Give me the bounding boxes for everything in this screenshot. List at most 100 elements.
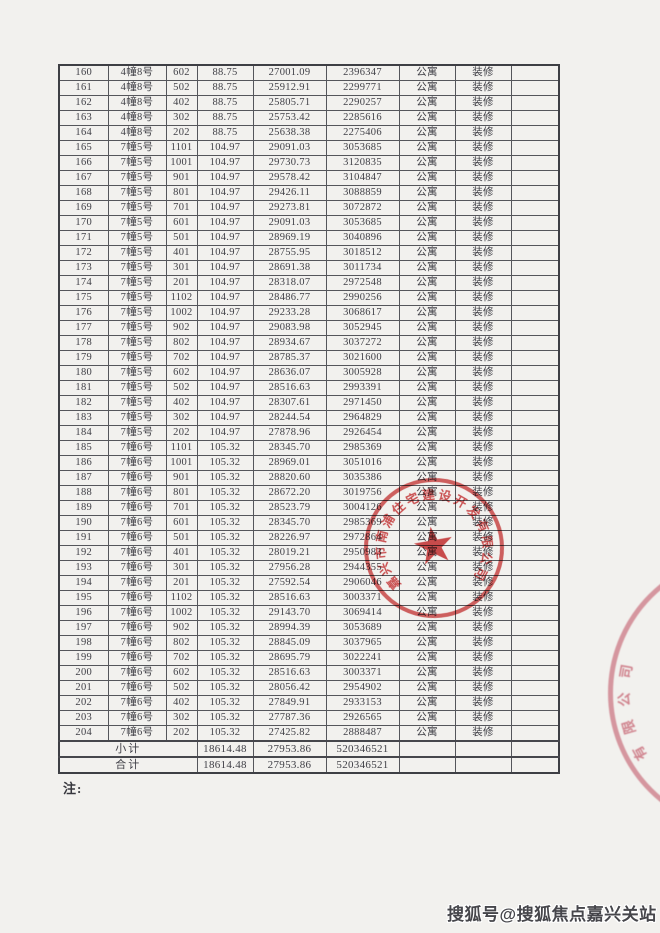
table-row: 168 7幢5号 801 104.97 29426.11 3088859 公寓 … [58,185,560,201]
cell-index: 168 [58,185,109,201]
cell-usage: 公寓 [398,140,456,156]
table-row: 196 7幢6号 1002 105.32 29143.70 3069414 公寓… [58,605,560,621]
cell-empty [510,425,560,441]
cell-empty [510,305,560,321]
cell-building: 7幢6号 [107,710,167,726]
cell-unit-price: 29578.42 [252,170,327,186]
cell-building: 4幢8号 [107,125,167,141]
stamp-ring-char: 限 [621,717,640,736]
cell-index: 175 [58,290,109,306]
empty-cell [454,740,512,758]
cell-unit-price: 28969.19 [252,230,327,246]
cell-unit-price: 28934.67 [252,335,327,351]
cell-total-price: 2290257 [325,95,400,111]
cell-empty [510,455,560,471]
cell-empty [510,80,560,96]
cell-empty [510,110,560,126]
cell-index: 192 [58,545,109,561]
grand-total-label: 合计 [58,756,198,774]
subtotal-row: 小计 18614.48 27953.86 520346521 [58,740,560,758]
cell-usage: 公寓 [398,620,456,636]
cell-empty [510,590,560,606]
cell-unit-price: 28691.38 [252,260,327,276]
cell-unit-price: 27425.82 [252,725,327,742]
cell-usage: 公寓 [398,215,456,231]
cell-area: 105.32 [196,665,254,681]
cell-unit-price: 27592.54 [252,575,327,591]
cell-area: 104.97 [196,215,254,231]
cell-building: 7幢5号 [107,305,167,321]
cell-decoration: 装修 [454,275,512,291]
cell-room: 401 [165,245,198,261]
cell-index: 195 [58,590,109,606]
cell-usage: 公寓 [398,425,456,441]
cell-total-price: 3053685 [325,140,400,156]
cell-building: 7幢6号 [107,590,167,606]
cell-decoration: 装修 [454,680,512,696]
cell-index: 170 [58,215,109,231]
cell-unit-price: 28056.42 [252,680,327,696]
cell-area: 104.97 [196,230,254,246]
cell-area: 104.97 [196,410,254,426]
cell-unit-price: 25805.71 [252,95,327,111]
cell-unit-price: 28523.79 [252,500,327,516]
subtotal-label: 小计 [58,740,198,758]
cell-room: 501 [165,230,198,246]
cell-empty [510,620,560,636]
cell-area: 104.97 [196,395,254,411]
cell-building: 7幢6号 [107,500,167,516]
cell-building: 4幢8号 [107,95,167,111]
grand-total-row: 合计 18614.48 27953.86 520346521 [58,756,560,774]
cell-usage: 公寓 [398,710,456,726]
table-row: 166 7幢5号 1001 104.97 29730.73 3120835 公寓… [58,155,560,171]
cell-decoration: 装修 [454,470,512,486]
cell-building: 7幢6号 [107,725,167,742]
cell-empty [510,245,560,261]
cell-total-price: 3003371 [325,665,400,681]
cell-area: 105.32 [196,455,254,471]
cell-empty [510,260,560,276]
cell-area: 104.97 [196,155,254,171]
cell-area: 105.32 [196,545,254,561]
table-row: 177 7幢5号 902 104.97 29083.98 3052945 公寓 … [58,320,560,336]
cell-total-price: 2964829 [325,410,400,426]
cell-unit-price: 28994.39 [252,620,327,636]
cell-total-price: 2972548 [325,275,400,291]
cell-total-price: 3069414 [325,605,400,621]
cell-usage: 公寓 [398,155,456,171]
cell-usage: 公寓 [398,380,456,396]
cell-decoration: 装修 [454,695,512,711]
cell-index: 172 [58,245,109,261]
empty-cell [510,756,560,774]
cell-empty [510,410,560,426]
cell-decoration: 装修 [454,170,512,186]
cell-empty [510,605,560,621]
cell-room: 602 [165,365,198,381]
cell-empty [510,365,560,381]
cell-total-price: 3035386 [325,470,400,486]
grand-total-total: 520346521 [325,756,400,774]
cell-unit-price: 28345.70 [252,440,327,456]
cell-unit-price: 25638.38 [252,125,327,141]
table-row: 201 7幢6号 502 105.32 28056.42 2954902 公寓 … [58,680,560,696]
cell-total-price: 3052945 [325,320,400,336]
table-row: 162 4幢8号 402 88.75 25805.71 2290257 公寓 装… [58,95,560,111]
cell-room: 202 [165,725,198,742]
cell-unit-price: 27956.28 [252,560,327,576]
cell-area: 104.97 [196,275,254,291]
cell-index: 196 [58,605,109,621]
cell-room: 1001 [165,155,198,171]
cell-area: 105.32 [196,530,254,546]
cell-unit-price: 28969.01 [252,455,327,471]
cell-room: 801 [165,485,198,501]
cell-index: 197 [58,620,109,636]
cell-total-price: 2888487 [325,725,400,742]
cell-total-price: 3022241 [325,650,400,666]
cell-index: 165 [58,140,109,156]
table-row: 198 7幢6号 802 105.32 28845.09 3037965 公寓 … [58,635,560,651]
cell-decoration: 装修 [454,395,512,411]
cell-area: 105.32 [196,605,254,621]
cell-index: 173 [58,260,109,276]
cell-area: 105.32 [196,590,254,606]
cell-index: 181 [58,380,109,396]
